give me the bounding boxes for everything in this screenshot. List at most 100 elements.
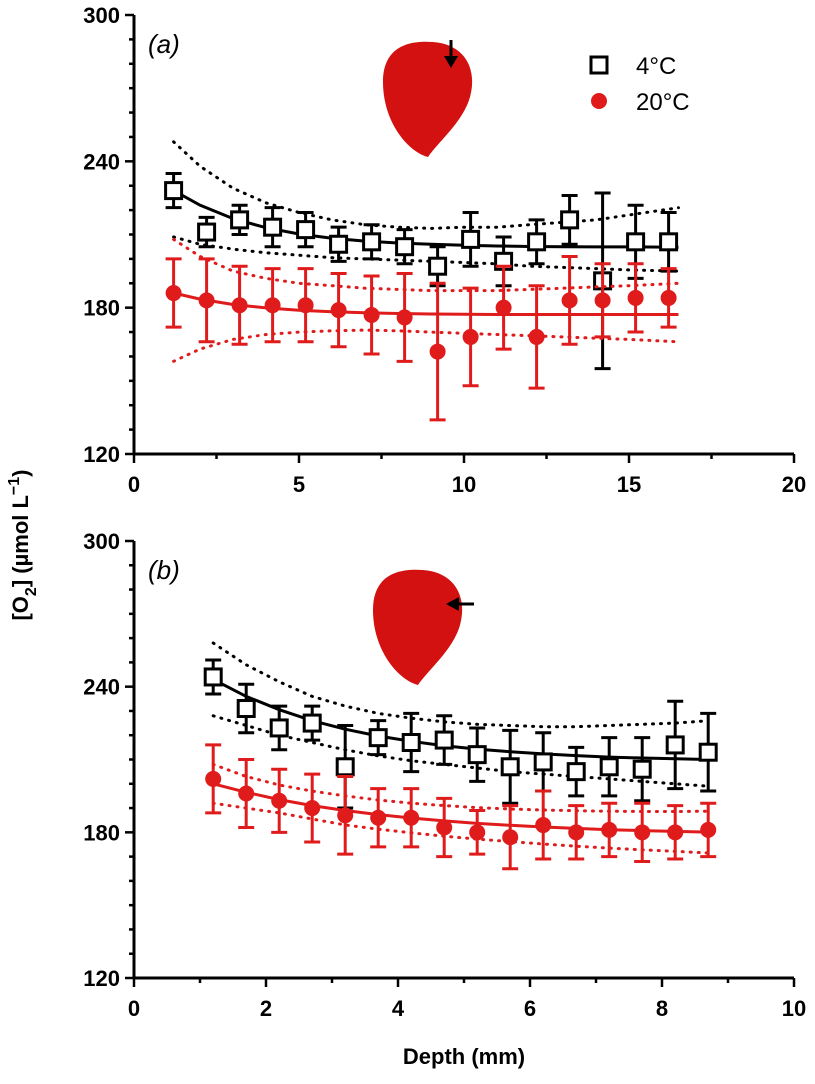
heart-icon <box>373 569 463 685</box>
data-point-circle <box>700 821 717 838</box>
series-20C <box>165 237 680 422</box>
data-point-circle <box>601 821 618 838</box>
legend: 4°C 20°C <box>589 53 690 116</box>
data-point-square <box>401 733 421 753</box>
fit-line <box>172 189 679 249</box>
confidence-band-lower <box>211 801 710 855</box>
data-point-square <box>626 232 646 252</box>
x-tick-label: 8 <box>656 996 668 1021</box>
confidence-band-upper <box>211 641 710 729</box>
data-point-circle <box>370 809 387 826</box>
data-point-circle <box>363 306 380 323</box>
panel-a: 120 180 240 300 0 5 10 15 20 (a) 4°C 20°C <box>83 3 806 497</box>
data-point-circle <box>469 824 486 841</box>
data-point-circle <box>396 309 413 326</box>
data-point-square <box>164 181 184 201</box>
data-point-square <box>236 699 256 719</box>
data-point-circle <box>337 807 354 824</box>
data-point-circle <box>238 785 255 802</box>
data-point-circle <box>264 297 281 314</box>
x-tick-label: 10 <box>452 472 476 497</box>
data-point-square <box>500 757 520 777</box>
panel-label: (a) <box>148 29 180 59</box>
legend-circle-marker <box>591 93 607 109</box>
panel-label: (b) <box>148 555 180 585</box>
data-point-square <box>302 713 322 733</box>
data-point-circle <box>667 824 684 841</box>
data-point-square <box>335 757 355 777</box>
data-point-square <box>698 742 718 762</box>
data-point-square <box>599 757 619 777</box>
data-point-square <box>395 237 415 257</box>
fit-line <box>173 291 679 316</box>
arrow-down-icon <box>444 56 458 68</box>
data-point-circle <box>627 289 644 306</box>
x-tick-label: 2 <box>260 996 272 1021</box>
confidence-band-lower <box>172 235 680 273</box>
data-point-circle <box>568 824 585 841</box>
data-point-square <box>434 730 454 750</box>
y-tick-label: 240 <box>83 675 120 700</box>
legend-label-4C: 4°C <box>636 53 676 80</box>
data-point-circle <box>528 328 545 345</box>
data-point-circle <box>535 817 552 834</box>
panel-b: 120 180 240 300 0 2 4 6 8 10 (b) <box>83 529 806 1021</box>
data-point-square <box>296 220 316 240</box>
x-tick-label: 0 <box>128 996 140 1021</box>
data-point-square <box>197 222 217 242</box>
data-point-circle <box>165 285 182 302</box>
data-point-circle <box>495 299 512 316</box>
x-tick-label: 15 <box>617 472 641 497</box>
data-point-square <box>461 229 481 249</box>
y-tick-label: 300 <box>83 3 120 28</box>
confidence-band-upper <box>211 762 710 813</box>
fit-line <box>212 782 709 834</box>
data-point-square <box>230 210 250 230</box>
data-point-circle <box>594 292 611 309</box>
data-point-square <box>533 752 553 772</box>
data-point-square <box>467 745 487 765</box>
data-point-square <box>566 762 586 782</box>
data-point-circle <box>403 809 420 826</box>
data-point-square <box>527 232 547 252</box>
confidence-band-lower <box>172 328 680 363</box>
legend-square-marker <box>589 55 609 75</box>
x-tick-label: 20 <box>782 472 806 497</box>
legend-label-20C: 20°C <box>636 89 690 116</box>
x-tick-label: 4 <box>392 996 405 1021</box>
heart-icon <box>383 41 473 157</box>
data-point-circle <box>330 302 347 319</box>
arrow-left-icon <box>446 597 459 611</box>
data-point-circle <box>304 800 321 817</box>
data-point-square <box>269 718 289 738</box>
y-tick-label: 180 <box>83 820 120 845</box>
data-point-square <box>560 210 580 230</box>
y-tick-label: 180 <box>83 296 120 321</box>
data-point-square <box>368 728 388 748</box>
data-point-square <box>659 232 679 252</box>
data-point-circle <box>660 289 677 306</box>
data-point-square <box>665 735 685 755</box>
series-20C <box>205 743 717 871</box>
y-axis-title: [O2] (µmol L−1) <box>6 469 40 620</box>
data-point-circle <box>205 770 222 787</box>
series-4C <box>164 140 680 371</box>
data-point-circle <box>561 292 578 309</box>
data-point-circle <box>462 328 479 345</box>
x-tick-label: 5 <box>293 472 305 497</box>
data-point-square <box>203 667 223 687</box>
data-point-circle <box>436 819 453 836</box>
x-tick-label: 0 <box>128 472 140 497</box>
data-point-circle <box>634 824 651 841</box>
data-point-square <box>362 232 382 252</box>
y-tick-label: 120 <box>83 966 120 991</box>
data-point-circle <box>271 792 288 809</box>
confidence-band-upper <box>172 237 680 293</box>
y-tick-label: 120 <box>83 442 120 467</box>
x-tick-label: 6 <box>524 996 536 1021</box>
data-point-circle <box>198 292 215 309</box>
data-point-square <box>428 256 448 276</box>
confidence-band-upper <box>172 140 680 230</box>
fit-line <box>212 678 709 761</box>
